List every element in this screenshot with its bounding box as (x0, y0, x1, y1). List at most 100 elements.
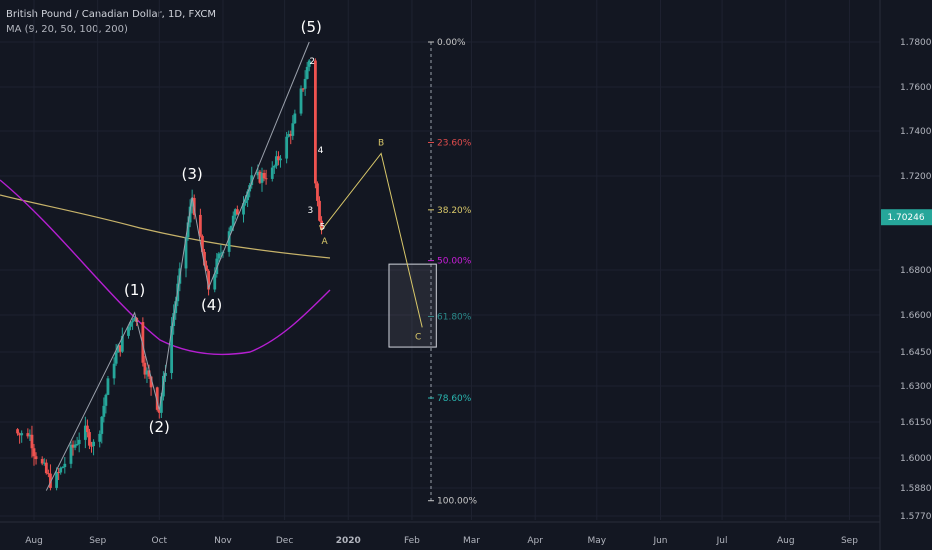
candle (198, 208, 202, 238)
candle (279, 155, 282, 168)
moving-averages (0, 179, 331, 356)
fibonacci-retracement[interactable]: 0.00% 23.60% 38.20% 50.00% 61.80% 78.60% 100.0… (428, 38, 477, 507)
candle (207, 269, 210, 296)
candle-body (77, 439, 81, 445)
candle-body (20, 433, 24, 436)
candle-body (287, 134, 291, 137)
candle (129, 321, 132, 331)
candle (299, 85, 303, 116)
candle-body (133, 317, 137, 322)
candle (141, 317, 145, 367)
candle-body (277, 156, 280, 161)
candle (301, 88, 305, 92)
candle (303, 70, 307, 96)
candle (104, 393, 108, 414)
candle (114, 343, 118, 366)
price-axis[interactable]: 1.78000 1.76000 1.74000 1.72000 1.68000 1.660… (879, 0, 932, 550)
candle (264, 169, 268, 185)
candle-body (227, 231, 231, 252)
candle (18, 432, 22, 444)
candle-body (71, 444, 75, 448)
candle-body (63, 463, 67, 468)
candle (143, 355, 147, 379)
candle (44, 459, 48, 475)
candle-body (90, 445, 93, 447)
candle-body (88, 432, 91, 446)
candle (63, 457, 67, 474)
x-tick-label: Sep (89, 536, 106, 546)
time-axis[interactable]: Aug Sep Oct Nov Dec 2020 Feb Mar Apr May Jun Jul Aug… (0, 521, 880, 546)
candle-body (316, 183, 319, 201)
candle (55, 467, 58, 491)
candle (316, 181, 319, 207)
wave-label: (3) (182, 165, 203, 183)
candle-body (184, 237, 188, 269)
abc-projection[interactable]: A B C (319, 139, 437, 348)
y-tick-label: 1.61500 (900, 418, 932, 428)
candle-body (279, 158, 282, 161)
candle-body (18, 433, 22, 436)
candle (145, 367, 149, 383)
candle-body (250, 175, 254, 186)
candle-body (219, 253, 223, 255)
candle-body (92, 441, 95, 447)
candle-body (235, 209, 239, 215)
candle (75, 436, 79, 446)
candle (133, 316, 137, 322)
candle (305, 62, 309, 80)
candle-body (246, 191, 250, 201)
candle-body (28, 434, 32, 437)
candle-body (299, 88, 303, 114)
y-tick-label: 1.66000 (900, 311, 932, 321)
candle-body (242, 203, 245, 215)
x-tick-label: Jun (652, 536, 667, 546)
candle-body (145, 370, 149, 375)
y-tick-label: 1.60000 (900, 454, 932, 464)
candle-body (207, 270, 210, 290)
x-tick-label: Mar (463, 536, 480, 546)
wave-label: (4) (201, 296, 222, 314)
x-tick-label: Aug (777, 536, 795, 546)
candle (90, 441, 93, 453)
candle (118, 345, 122, 357)
wave-label: (5) (301, 18, 322, 36)
candle (98, 430, 102, 448)
candle (277, 151, 280, 166)
current-price-label: 1.70246 (887, 213, 924, 223)
candle-body (188, 206, 192, 223)
candle (287, 130, 291, 138)
candle-body (104, 394, 108, 406)
impulse-wave-line (45, 41, 310, 491)
candle-body (112, 363, 116, 379)
candle-body (313, 60, 317, 184)
candle (20, 430, 24, 443)
candle (30, 425, 34, 458)
candle-body (149, 376, 153, 388)
candle-body (147, 370, 151, 377)
candle (186, 216, 190, 241)
y-tick-label: 1.58800 (900, 484, 932, 494)
candle-body (244, 200, 247, 204)
candle-body (303, 78, 307, 89)
candle (69, 441, 73, 469)
candle-body (318, 200, 321, 221)
candle-body (49, 473, 52, 488)
candle-body (118, 345, 122, 352)
candle-body (86, 425, 89, 433)
indicator-legend[interactable]: MA (9, 20, 50, 100, 200) (6, 24, 128, 35)
candle (120, 327, 124, 354)
wave-label: (1) (124, 281, 145, 299)
candle (258, 169, 262, 185)
candle (61, 466, 65, 469)
fib-level-label: 78.60% (437, 394, 472, 404)
x-tick-label: Dec (276, 536, 293, 546)
wave-label: (2) (149, 418, 170, 436)
candle (71, 440, 75, 456)
candle (205, 260, 208, 272)
candle-body (270, 167, 274, 179)
candle (86, 419, 89, 438)
y-tick-label: 1.72000 (900, 172, 932, 182)
ma-slow-line (0, 194, 331, 259)
candle-body (100, 416, 104, 434)
